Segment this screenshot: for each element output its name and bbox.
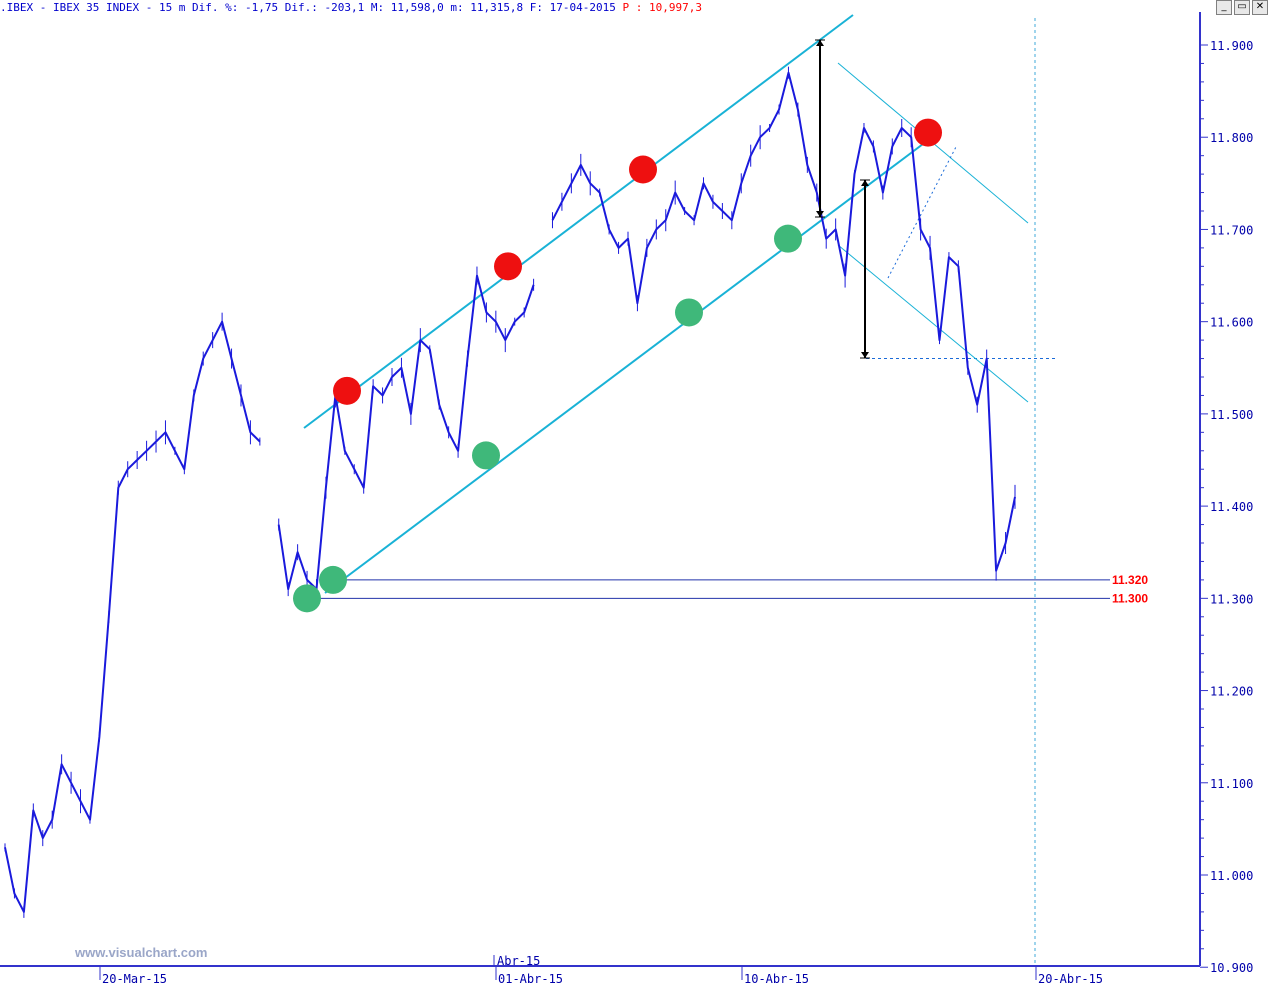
x-tick-label: 20-Mar-15 (102, 972, 167, 986)
support-marker (472, 441, 500, 470)
maximize-button[interactable]: ▭ (1234, 0, 1250, 15)
upper-channel-line (303, 14, 854, 429)
x-tick-label: 20-Abr-15 (1038, 972, 1103, 986)
header-last-price: P : 10,997,3 (622, 1, 703, 14)
level-label: 11.320 (1112, 573, 1148, 587)
resistance-marker (494, 252, 522, 281)
y-tick-label: 11.800 (1210, 131, 1253, 145)
window-controls: _ ▭ ✕ (1216, 0, 1268, 15)
support-marker (319, 565, 347, 594)
y-tick-label: 11.200 (1210, 685, 1253, 699)
support-levels: 11.320 11.300 (308, 18, 1148, 966)
support-marker (293, 584, 321, 613)
watermark: www.visualchart.com (74, 945, 207, 960)
pivot-markers (293, 118, 942, 613)
resistance-marker (914, 118, 942, 147)
y-tick-label: 10.900 (1210, 961, 1253, 975)
chart-header: .IBEX - IBEX 35 INDEX - 15 m Dif. %: -1,… (0, 0, 1200, 15)
resistance-marker (333, 376, 361, 405)
y-tick-label: 11.100 (1210, 777, 1253, 791)
lower-channel-line (324, 134, 936, 594)
x-tick-label: 10-Abr-15 (744, 972, 809, 986)
measure-arrows (815, 39, 870, 359)
y-tick-label: 11.000 (1210, 869, 1253, 883)
y-tick-label: 11.400 (1210, 500, 1253, 514)
y-tick-label: 11.900 (1210, 39, 1253, 53)
y-tick-label: 11.600 (1210, 316, 1253, 330)
minimize-button[interactable]: _ (1216, 0, 1232, 15)
y-tick-label: 11.300 (1210, 592, 1253, 606)
header-info: .IBEX - IBEX 35 INDEX - 15 m Dif. %: -1,… (0, 1, 616, 14)
down-channel-lower (837, 244, 1029, 403)
x-axis: 20-Mar-15 01-Abr-15 10-Abr-15 20-Abr-15 Abr-… (0, 954, 1200, 986)
y-axis: 11.900 11.800 11.700 11.600 11.500 11.400 11.3… (1199, 12, 1253, 975)
support-marker (675, 298, 703, 327)
close-button[interactable]: ✕ (1252, 0, 1268, 15)
price-line (4, 71, 1016, 913)
resistance-marker (629, 155, 657, 184)
dotted-trend-line (887, 144, 958, 279)
price-series (4, 66, 1016, 918)
x-month-label: Abr-15 (497, 954, 540, 968)
measure-arrow-2-head-bottom (861, 352, 869, 358)
measure-arrow-2-head-top (861, 180, 869, 186)
trend-channel (303, 14, 1029, 594)
measure-arrow-1-head-bottom (816, 211, 824, 217)
y-tick-label: 11.700 (1210, 223, 1253, 237)
measure-arrow-1-head-top (816, 40, 824, 46)
level-label: 11.300 (1112, 591, 1148, 605)
y-tick-label: 11.500 (1210, 408, 1253, 422)
x-tick-label: 01-Abr-15 (498, 972, 563, 986)
support-marker (774, 224, 802, 253)
